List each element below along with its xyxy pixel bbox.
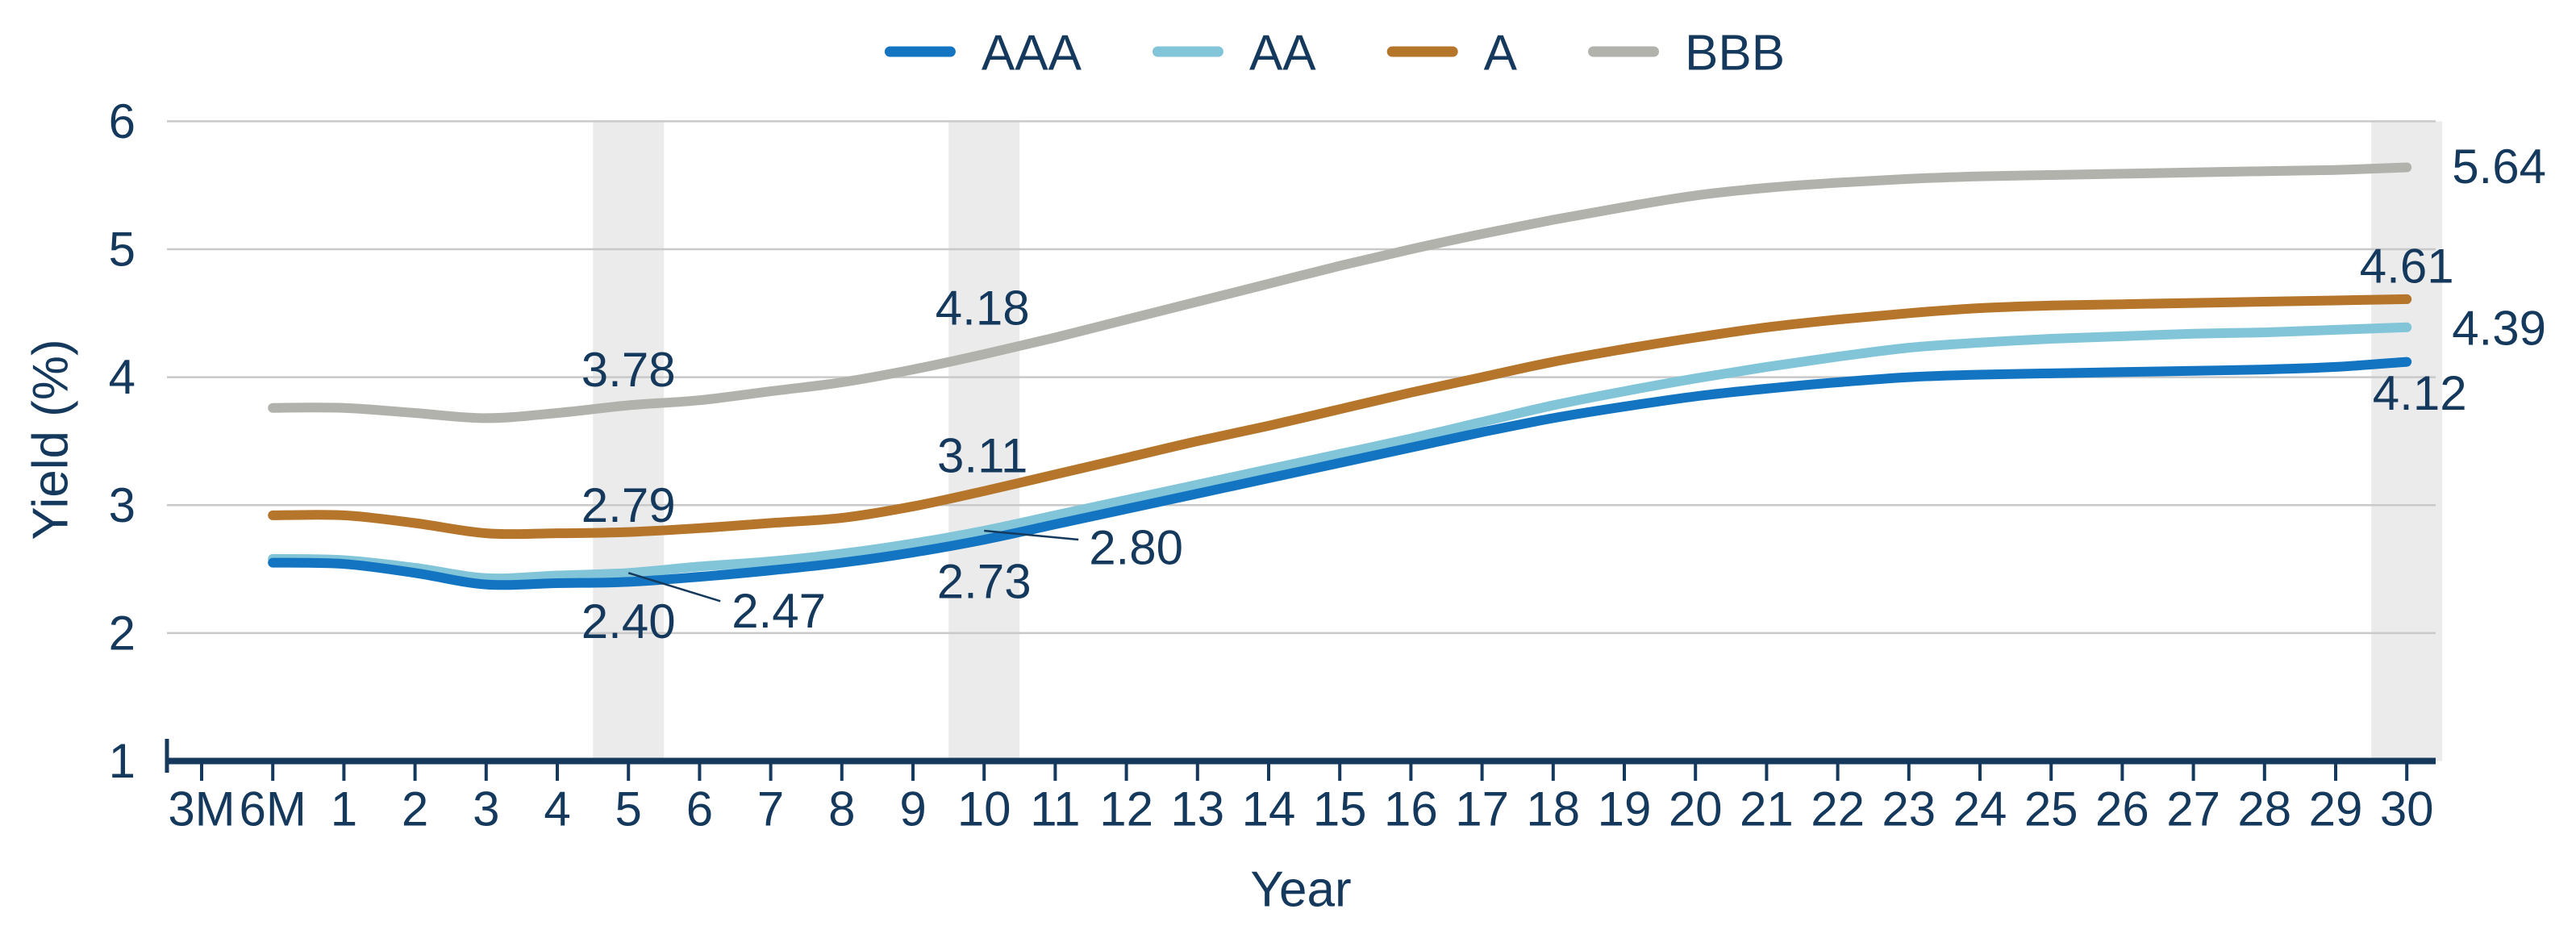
x-tick-label: 10: [957, 782, 1011, 836]
x-tick-label: 4: [544, 782, 570, 836]
x-tick-label: 12: [1099, 782, 1153, 836]
value-label-a-30: 4.61: [2360, 239, 2454, 293]
value-label-aaa-30: 4.12: [2373, 366, 2467, 420]
value-label-a-10: 3.11: [937, 428, 1027, 482]
value-label-bbb-10: 4.18: [936, 282, 1030, 336]
highlight-band-10: [948, 121, 1020, 761]
x-tick-label: 20: [1669, 782, 1723, 836]
x-tick-label: 27: [2166, 782, 2220, 836]
highlight-band-30: [2371, 121, 2443, 761]
value-label-aa-30: 4.39: [2452, 301, 2546, 355]
x-tick-label: 28: [2237, 782, 2291, 836]
x-axis-title: Year: [1250, 862, 1351, 918]
x-tick-label: 3: [473, 782, 499, 836]
x-tick-label: 23: [1882, 782, 1936, 836]
x-tick-label: 26: [2095, 782, 2149, 836]
legend-swatch-aa: [1152, 46, 1223, 57]
x-tick-label: 7: [757, 782, 784, 836]
legend-item-aaa: AAA: [884, 26, 1082, 81]
y-tick-label: 6: [109, 94, 135, 148]
x-tick-label: 22: [1811, 782, 1865, 836]
series-lines: [268, 162, 2412, 590]
x-tick-label: 13: [1170, 782, 1224, 836]
value-labels: 3.78 2.79 2.40 2.47 4.18 3.11 2.73 2.80 5.64 4.61…: [581, 140, 2546, 648]
value-label-aaa-10: 2.73: [937, 555, 1032, 609]
axis-titles: Year Yield (%): [23, 339, 1352, 917]
legend-swatch-aaa: [884, 46, 956, 57]
y-tick-label: 3: [109, 478, 135, 532]
value-label-a-5: 2.79: [581, 478, 676, 532]
leader-line-aa-10: [984, 529, 1079, 541]
x-tick-label: 6M: [240, 782, 306, 836]
x-tick-label: 1: [331, 782, 357, 836]
legend-label-a: A: [1484, 26, 1518, 81]
x-tick-label: 18: [1526, 782, 1580, 836]
x-tick-label: 16: [1384, 782, 1438, 836]
value-label-aa-10: 2.80: [1089, 520, 1183, 574]
x-tick-label: 30: [2380, 782, 2434, 836]
value-label-bbb-30: 5.64: [2452, 140, 2546, 194]
series-line-aa: [268, 322, 2412, 584]
highlight-band-5: [593, 121, 665, 761]
x-tick-label: 17: [1455, 782, 1509, 836]
y-tick-label: 4: [109, 350, 135, 404]
legend-swatch-a: [1386, 46, 1458, 57]
x-tick-label: 14: [1242, 782, 1296, 836]
leader-line-aa-5: [627, 572, 721, 603]
value-label-bbb-5: 3.78: [581, 343, 676, 397]
x-tick-label: 8: [828, 782, 855, 836]
legend-label-bbb: BBB: [1685, 26, 1785, 81]
x-tick-label: 5: [615, 782, 642, 836]
value-label-aa-5: 2.47: [732, 584, 826, 638]
x-tick-label: 3M: [168, 782, 235, 836]
highlight-bands: [593, 121, 2443, 761]
x-tick-label: 2: [402, 782, 428, 836]
x-tick-label: 29: [2309, 782, 2363, 836]
y-axis-title: Yield (%): [23, 339, 79, 540]
x-tick-label: 24: [1953, 782, 2007, 836]
x-tick-label: 25: [2024, 782, 2078, 836]
x-tick-label: 11: [1030, 782, 1080, 836]
series-line-bbb: [268, 162, 2412, 423]
legend-label-aa: AA: [1249, 26, 1316, 81]
legend-item-a: A: [1386, 26, 1518, 81]
series-line-a: [268, 294, 2412, 540]
x-tick-label: 21: [1740, 782, 1794, 836]
legend-label-aaa: AAA: [982, 26, 1082, 81]
x-tick-label: 19: [1598, 782, 1652, 836]
y-tick-label: 1: [109, 734, 135, 788]
x-tick-label: 15: [1313, 782, 1367, 836]
legend-item-bbb: BBB: [1588, 26, 1785, 81]
y-tick-label: 2: [109, 606, 135, 660]
legend: AAA AA A BBB: [884, 26, 1785, 81]
series-line-aaa: [268, 357, 2412, 590]
x-tick-label: 6: [686, 782, 713, 836]
y-tick-label: 5: [109, 223, 135, 277]
legend-swatch-bbb: [1588, 46, 1660, 57]
legend-item-aa: AA: [1152, 26, 1316, 81]
value-label-aaa-5: 2.40: [581, 594, 676, 648]
x-tick-label: 9: [899, 782, 926, 836]
